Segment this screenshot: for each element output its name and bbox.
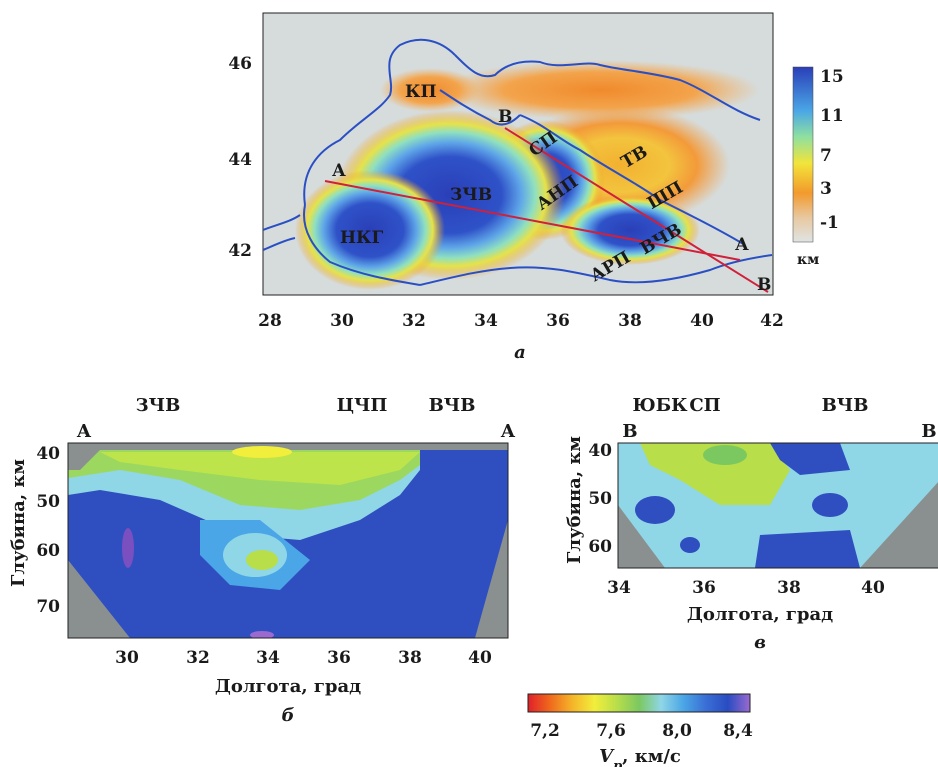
vp-label-unit: , км/с [622, 746, 681, 767]
vp-colorbar: 7,2 7,6 8,0 8,4 Vp, км/с [527, 693, 753, 767]
lat-tick: 46 [228, 54, 252, 74]
map-lon-ticks: 28 30 32 34 36 38 40 42 [258, 311, 784, 331]
section-b-xlabel: Долгота, град [215, 676, 361, 697]
region-a-end: А [735, 235, 749, 255]
caption-b: б [282, 705, 295, 726]
vp-tick: 7,2 [530, 721, 560, 741]
map-panel: 28 30 32 34 36 38 40 42 46 44 42 КП В СП… [228, 12, 844, 363]
vp-label-var: V [599, 746, 615, 767]
vp-tick: 8,0 [662, 721, 692, 741]
lon-tick: 42 [760, 311, 784, 331]
section-b-ylabel: Глубина, км [8, 459, 29, 587]
lon-tick: 32 [402, 311, 426, 331]
x-tick: 38 [398, 648, 422, 668]
section-b-label-vchv: ВЧВ [429, 395, 476, 416]
caption-c: в [754, 632, 766, 653]
vp-tick: 7,6 [596, 721, 626, 741]
y-tick: 60 [36, 541, 60, 561]
colorbar-tick: 3 [820, 179, 832, 199]
region-b-start: В [498, 107, 512, 127]
section-c-ylabel: Глубина, км [564, 436, 585, 564]
lat-tick: 44 [228, 150, 252, 170]
section-b-label-tschp: ЦЧП [337, 395, 388, 416]
lat-tick: 42 [228, 241, 252, 261]
lon-tick: 40 [690, 311, 714, 331]
section-c-x-ticks: 34 36 38 40 [607, 578, 885, 598]
section-c-label-sp: СП [689, 395, 720, 416]
x-tick: 34 [607, 578, 631, 598]
y-tick: 70 [36, 597, 60, 617]
vp-label-sub: p [613, 759, 622, 767]
x-tick: 40 [861, 578, 885, 598]
caption-a: а [514, 342, 526, 363]
y-tick: 40 [588, 441, 612, 461]
x-tick: 40 [468, 648, 492, 668]
section-c-label-vchv: ВЧВ [822, 395, 869, 416]
section-b-label-zchv: ЗЧВ [136, 395, 181, 416]
y-tick: 40 [36, 444, 60, 464]
x-tick: 36 [692, 578, 716, 598]
colorbar-unit: км [797, 252, 819, 268]
depth-colorbar: 15 11 7 3 -1 км [792, 66, 844, 268]
section-c-end-left: В [622, 421, 637, 442]
lon-tick: 34 [474, 311, 498, 331]
section-c-panel: ЮБК СП ВЧВ В В 34 36 38 40 40 50 60 [564, 395, 938, 653]
x-tick: 38 [777, 578, 801, 598]
lon-tick: 38 [618, 311, 642, 331]
section-c-label-yubk: ЮБК [633, 395, 689, 416]
lon-tick: 28 [258, 311, 282, 331]
section-b-end-right: А [501, 421, 516, 442]
region-nkg: НКГ [340, 228, 384, 248]
x-tick: 34 [256, 648, 280, 668]
y-tick: 50 [36, 492, 60, 512]
section-b-panel: ЗЧВ ЦЧП ВЧВ А А 30 32 34 36 3 [8, 395, 516, 726]
anomaly-field [295, 60, 760, 290]
colorbar-tick: -1 [820, 213, 839, 233]
colorbar-tick: 11 [820, 106, 844, 126]
section-c-xlabel: Долгота, град [687, 604, 833, 625]
profile-a-line [324, 180, 741, 261]
y-tick: 60 [588, 537, 612, 557]
region-b-end: В [757, 275, 771, 295]
x-tick: 32 [186, 648, 210, 668]
region-zchv: ЗЧВ [450, 185, 492, 205]
section-b-end-left: А [77, 421, 92, 442]
section-b-x-ticks: 30 32 34 36 38 40 [115, 648, 492, 668]
x-tick: 36 [327, 648, 351, 668]
region-a-start: А [332, 161, 346, 181]
y-tick: 50 [588, 489, 612, 509]
section-b-velocity-field [68, 446, 508, 638]
section-b-y-ticks: 40 50 60 70 [36, 444, 60, 617]
lon-tick: 36 [546, 311, 570, 331]
colorbar-tick: 15 [820, 67, 844, 87]
vp-tick: 8,4 [723, 721, 753, 741]
region-kp: КП [405, 82, 437, 102]
profile-b-line [504, 127, 769, 293]
x-tick: 30 [115, 648, 139, 668]
map-lat-ticks: 46 44 42 [228, 54, 252, 261]
section-c-y-ticks: 40 50 60 [588, 441, 612, 557]
lon-tick: 30 [330, 311, 354, 331]
coastline [263, 38, 773, 286]
section-c-velocity-field [618, 443, 938, 568]
colorbar-tick: 7 [820, 146, 832, 166]
section-c-end-right: В [921, 421, 936, 442]
vp-label: Vp, км/с [599, 746, 681, 767]
